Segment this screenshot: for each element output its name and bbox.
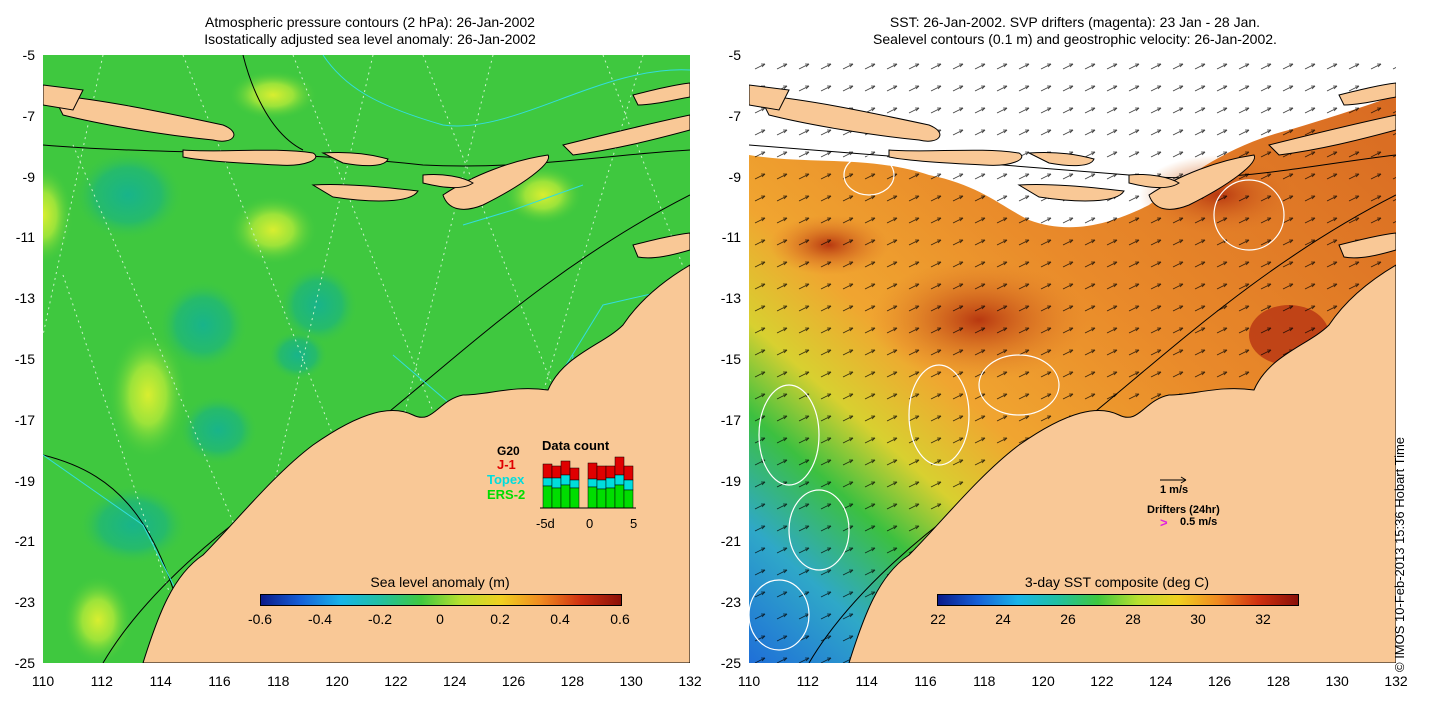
left-lon-tick: 118 — [267, 673, 290, 689]
sla-tick-6: 0.6 — [610, 611, 630, 627]
sst-tick-3: 28 — [1125, 611, 1141, 627]
sst-tick-0: 22 — [930, 611, 946, 627]
right-lon-tick: 124 — [1149, 673, 1173, 689]
sst-map — [749, 55, 1396, 663]
left-title-line2: Isostatically adjusted sea level anomaly… — [204, 31, 536, 47]
right-lon-tick: 112 — [796, 673, 819, 689]
sst-tick-1: 24 — [995, 611, 1011, 627]
sla-colorbar-gradient — [260, 594, 622, 606]
sla-map-svg — [43, 55, 690, 663]
left-lat-tick: -19 — [14, 472, 35, 489]
right-lat-tick: -23 — [720, 594, 741, 611]
right-lat-tick: -7 — [728, 107, 741, 124]
right-lat-tick: -11 — [721, 229, 741, 246]
right-lon-tick: 126 — [1207, 673, 1232, 689]
right-lat-tick: -17 — [720, 411, 741, 428]
right-lon-tick: 122 — [1090, 673, 1114, 689]
left-lon-tick: 114 — [149, 673, 172, 689]
data-count-title: Data count — [542, 438, 610, 453]
left-title-line1: Atmospheric pressure contours (2 hPa): 2… — [205, 14, 535, 30]
drifter-scale-label: 0.5 m/s — [1180, 516, 1218, 528]
sla-tick-3: 0 — [436, 611, 444, 627]
velocity-scale-label: 1 m/s — [1160, 484, 1189, 496]
sla-tick-0: -0.6 — [247, 611, 273, 627]
right-lon-tick: 118 — [973, 673, 996, 689]
left-lon-tick: 116 — [208, 673, 231, 689]
sla-tick-1: -0.4 — [307, 611, 333, 627]
data-count-tick-end: 5 — [630, 516, 638, 531]
data-count-tick-zero: 0 — [586, 516, 594, 531]
sla-colorbar-title: Sea level anomaly (m) — [370, 574, 510, 590]
left-lat-tick: -17 — [14, 411, 35, 428]
left-map-title: Atmospheric pressure contours (2 hPa): 2… — [40, 14, 700, 48]
left-lon-tick: 120 — [325, 673, 349, 689]
left-lon-tick: 126 — [501, 673, 526, 689]
left-lat-tick: -25 — [14, 655, 35, 671]
left-lon-tick: 130 — [619, 673, 643, 689]
left-lat-tick: -9 — [22, 168, 35, 185]
left-lat-tick: -21 — [14, 533, 35, 550]
legend-ers2: ERS-2 — [487, 487, 526, 502]
left-lon-tick: 110 — [31, 673, 55, 689]
right-lat-tick: -13 — [720, 290, 741, 307]
left-lon-tick: 128 — [560, 673, 585, 689]
right-lon-tick: 114 — [855, 673, 878, 689]
sst-colorbar-title: 3-day SST composite (deg C) — [1024, 574, 1210, 590]
sea-level-anomaly-map — [43, 55, 690, 663]
right-title-line2: Sealevel contours (0.1 m) and geostrophi… — [873, 31, 1277, 47]
indonesia-islands — [43, 82, 690, 259]
left-lon-tick: 112 — [90, 673, 113, 689]
data-count-inset: Data count G20 J-1 Topex ERS-2 -5d 0 5 — [485, 438, 645, 533]
sst-indonesia-islands — [749, 82, 1396, 259]
left-lon-tick: 122 — [384, 673, 408, 689]
left-lat-tick: -13 — [14, 290, 35, 307]
legend-topex: Topex — [487, 472, 525, 487]
right-lat-tick: -21 — [720, 533, 741, 550]
left-lon-tick: 124 — [443, 673, 467, 689]
drifters-label: Drifters (24hr) — [1147, 504, 1220, 516]
sst-colorbar-gradient — [937, 594, 1299, 606]
right-lon-tick: 110 — [737, 673, 761, 689]
sla-tick-4: 0.2 — [490, 611, 510, 627]
left-lat-tick: -23 — [14, 594, 35, 611]
right-lat-tick: -15 — [720, 351, 741, 367]
sea-level-contours — [749, 154, 1285, 651]
right-lat-tick: -9 — [728, 168, 741, 185]
left-lat-tick: -11 — [15, 229, 35, 246]
left-lat-tick: -7 — [22, 107, 35, 124]
legend-j1: J-1 — [497, 457, 516, 472]
right-lon-tick: 116 — [914, 673, 937, 689]
left-lon-tick: 132 — [678, 673, 702, 689]
right-lat-tick: -19 — [720, 472, 741, 489]
sla-anomaly-features — [43, 70, 583, 663]
sla-tick-5: 0.4 — [550, 611, 570, 627]
left-lat-tick: -5 — [22, 47, 35, 63]
right-lon-tick: 128 — [1266, 673, 1291, 689]
sst-map-svg — [749, 55, 1396, 663]
imos-credit: © IMOS 10-Feb-2013 15:36 Hobart Time — [1392, 436, 1407, 672]
right-lat-tick: -25 — [720, 655, 741, 671]
right-lon-tick: 132 — [1384, 673, 1408, 689]
legend-g20: G20 — [497, 444, 520, 458]
right-title-line1: SST: 26-Jan-2002. SVP drifters (magenta)… — [889, 14, 1261, 30]
right-lon-tick: 130 — [1325, 673, 1349, 689]
data-count-tick-start: -5d — [536, 516, 555, 531]
drifter-arrow-icon: > — [1160, 515, 1168, 530]
right-lat-tick: -5 — [728, 47, 741, 63]
sst-tick-5: 32 — [1255, 611, 1271, 627]
right-map-title: SST: 26-Jan-2002. SVP drifters (magenta)… — [745, 14, 1405, 48]
left-lat-tick: -15 — [14, 351, 35, 367]
sst-australia-land — [848, 264, 1396, 663]
right-lon-tick: 120 — [1031, 673, 1055, 689]
velocity-scale-arrow — [1160, 476, 1187, 484]
data-count-histogram — [540, 456, 636, 509]
australia-land — [142, 264, 690, 663]
sst-tick-2: 26 — [1060, 611, 1076, 627]
sla-tick-2: -0.2 — [367, 611, 393, 627]
sst-tick-4: 30 — [1190, 611, 1206, 627]
